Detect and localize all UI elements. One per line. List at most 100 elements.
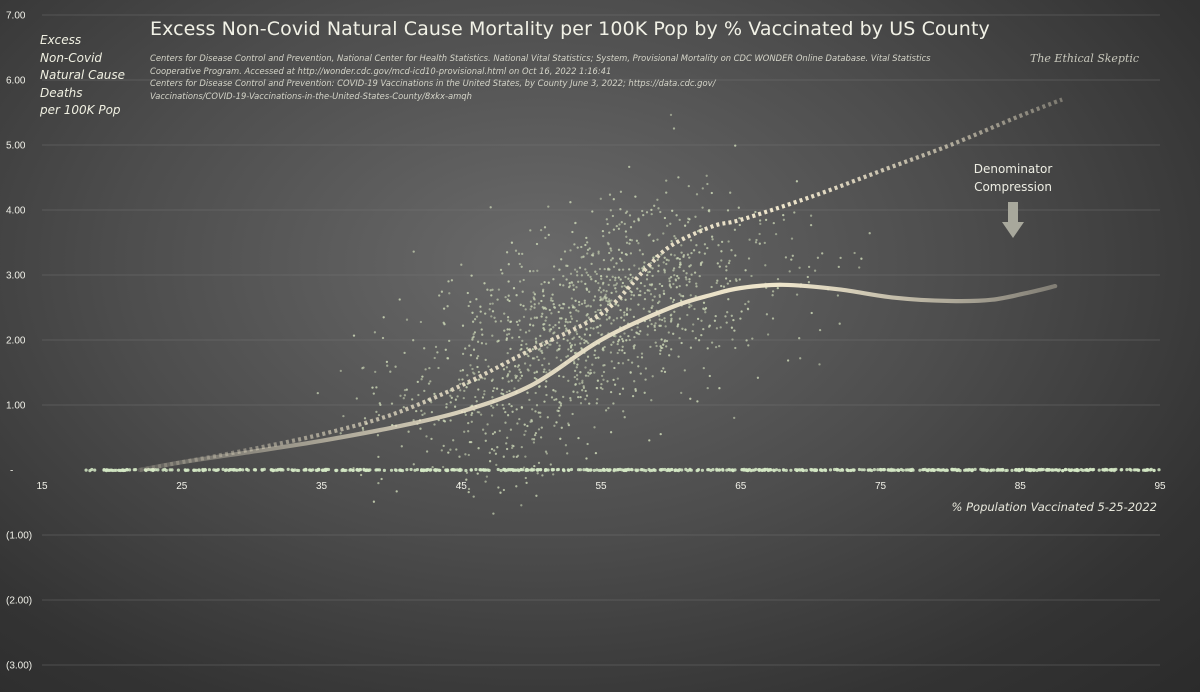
- data-point: [491, 389, 495, 393]
- data-point: [950, 468, 954, 472]
- data-point: [492, 406, 495, 409]
- data-point: [682, 253, 686, 257]
- data-point: [569, 399, 572, 402]
- data-point: [467, 490, 470, 494]
- data-point: [565, 327, 568, 330]
- data-point: [309, 468, 313, 473]
- data-point: [389, 468, 394, 472]
- data-point: [519, 303, 522, 306]
- data-point: [716, 262, 719, 265]
- data-point: [603, 295, 606, 298]
- data-point: [469, 364, 472, 367]
- data-point: [352, 466, 355, 470]
- data-point: [612, 228, 616, 231]
- data-point: [836, 294, 840, 297]
- data-point: [771, 317, 775, 320]
- data-point: [852, 468, 856, 472]
- data-point: [1017, 468, 1021, 472]
- data-point: [607, 243, 610, 246]
- data-point: [528, 329, 531, 332]
- data-point: [707, 468, 711, 472]
- data-point: [467, 421, 470, 425]
- data-point: [569, 396, 572, 400]
- data-point: [351, 468, 355, 472]
- data-point: [625, 313, 629, 316]
- data-point: [639, 330, 642, 333]
- data-point: [516, 422, 519, 425]
- data-point: [554, 390, 557, 393]
- data-point: [669, 314, 672, 317]
- data-point: [617, 276, 620, 279]
- data-point: [593, 349, 597, 352]
- data-point: [528, 398, 531, 402]
- data-point: [618, 268, 621, 271]
- y-axis-label-line: Excess: [40, 33, 82, 47]
- data-point: [675, 286, 678, 289]
- data-point: [621, 340, 625, 343]
- data-point: [677, 277, 680, 280]
- data-point: [374, 370, 377, 374]
- data-point: [123, 468, 127, 472]
- data-point: [535, 378, 538, 381]
- data-point: [448, 339, 451, 343]
- data-point: [542, 370, 545, 374]
- data-point: [539, 411, 542, 414]
- data-point: [636, 326, 639, 329]
- data-point: [507, 372, 510, 376]
- data-point: [754, 210, 757, 214]
- data-point: [539, 349, 542, 353]
- data-point: [688, 303, 691, 306]
- data-point: [673, 468, 677, 473]
- data-point: [597, 281, 600, 285]
- data-point: [578, 266, 582, 269]
- data-point: [607, 298, 611, 301]
- data-point: [674, 279, 678, 282]
- data-point: [646, 333, 649, 336]
- data-point: [624, 275, 627, 279]
- data-point: [634, 387, 637, 391]
- data-point: [630, 279, 633, 282]
- data-point: [608, 251, 611, 255]
- data-point: [702, 366, 705, 370]
- data-point: [605, 318, 609, 321]
- data-point: [678, 218, 681, 222]
- data-point: [481, 428, 485, 431]
- data-point: [610, 360, 613, 363]
- data-point: [597, 356, 600, 359]
- data-point: [722, 285, 726, 288]
- data-point: [510, 379, 513, 382]
- data-point: [526, 368, 529, 371]
- data-point: [522, 466, 526, 469]
- data-point: [583, 301, 586, 305]
- data-point: [660, 369, 663, 373]
- data-point: [595, 272, 598, 276]
- data-point: [673, 310, 676, 313]
- data-point: [734, 254, 737, 257]
- data-point: [491, 288, 494, 291]
- data-point: [594, 356, 597, 360]
- data-point: [569, 272, 573, 275]
- data-point: [500, 392, 503, 395]
- data-point: [371, 386, 374, 389]
- y-tick-label: 4.00: [6, 206, 26, 217]
- data-point: [575, 332, 579, 336]
- data-point: [372, 500, 376, 503]
- data-point: [499, 491, 502, 494]
- data-point: [207, 468, 211, 472]
- data-point: [585, 236, 588, 240]
- data-point: [510, 241, 514, 244]
- data-point: [684, 276, 688, 279]
- data-point: [588, 372, 592, 375]
- data-point: [472, 348, 476, 351]
- data-point: [635, 331, 638, 334]
- data-point: [583, 341, 586, 345]
- data-point: [403, 351, 406, 355]
- data-point: [321, 468, 325, 472]
- data-point: [621, 268, 625, 271]
- data-point: [544, 236, 547, 240]
- data-point: [589, 369, 592, 372]
- data-point: [680, 251, 683, 254]
- data-point: [520, 343, 523, 347]
- data-point: [560, 306, 563, 310]
- data-point: [801, 468, 805, 472]
